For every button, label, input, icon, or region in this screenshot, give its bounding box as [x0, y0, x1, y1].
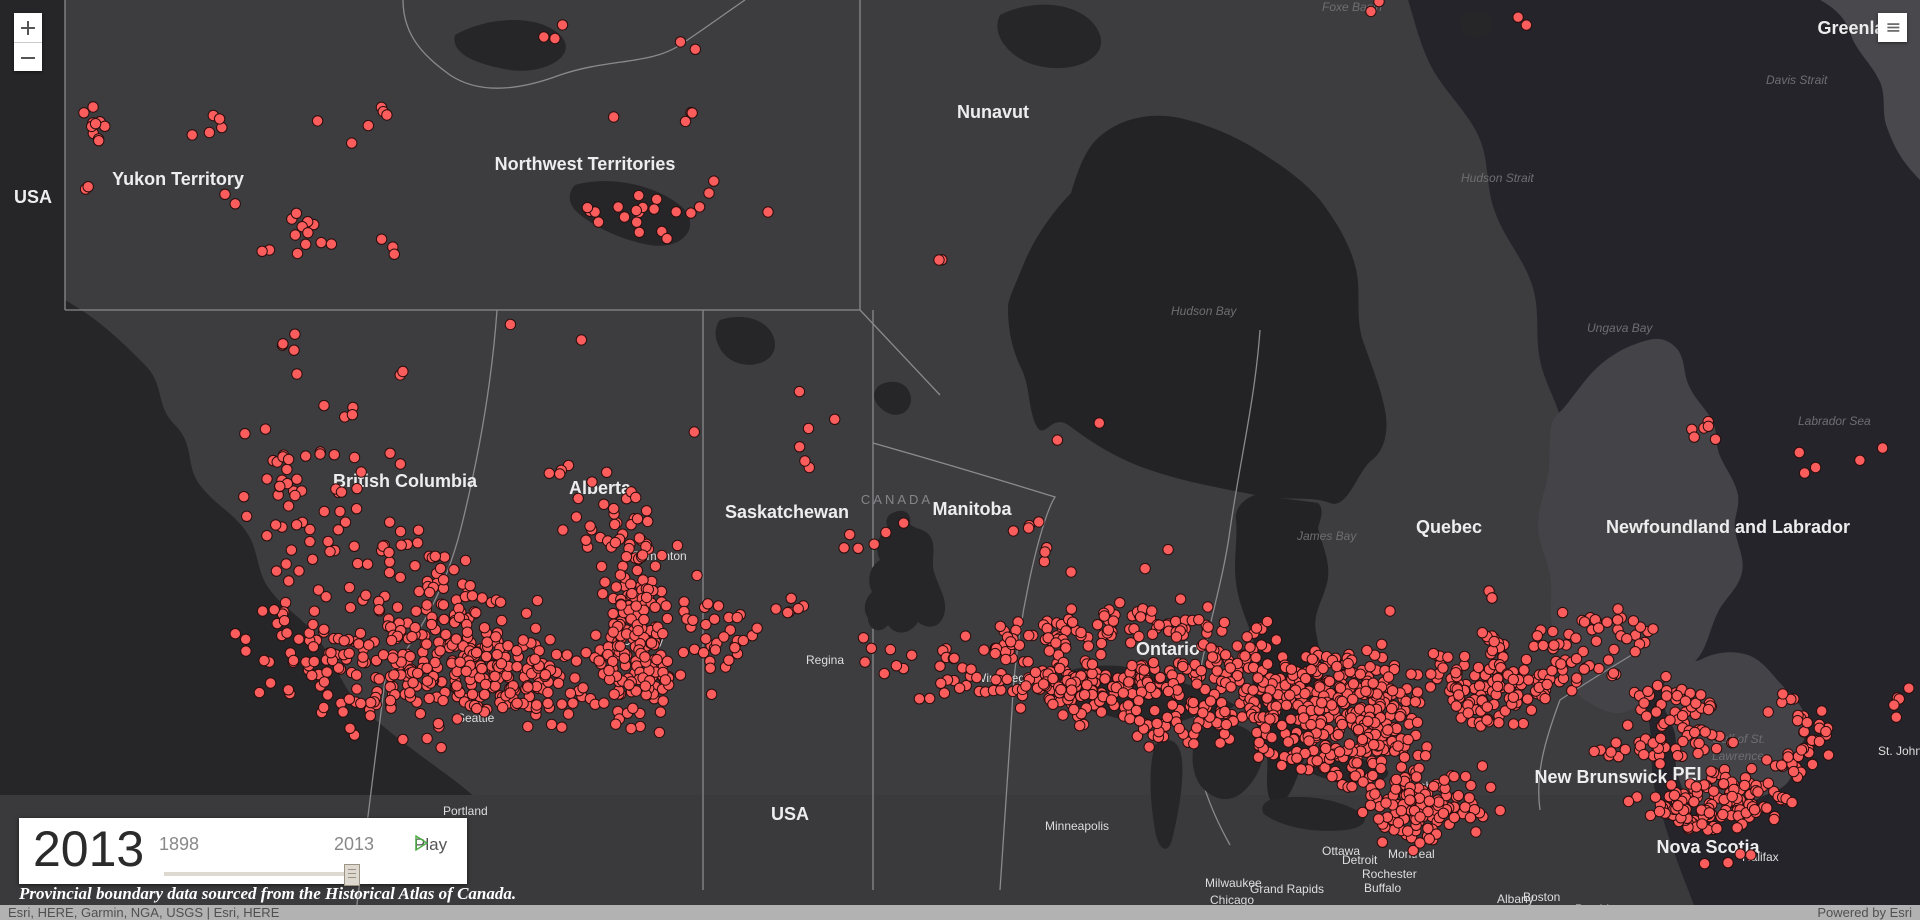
svg-text:Grand Rapids: Grand Rapids [1250, 882, 1324, 896]
svg-text:Ungava Bay: Ungava Bay [1587, 321, 1653, 335]
svg-text:New Brunswick: New Brunswick [1534, 767, 1668, 787]
svg-text:Labrador Sea: Labrador Sea [1798, 414, 1871, 428]
svg-text:Rochester: Rochester [1362, 867, 1417, 881]
svg-text:St. John's: St. John's [1878, 744, 1920, 758]
svg-text:Quebec: Quebec [1416, 517, 1482, 537]
svg-text:Minneapolis: Minneapolis [1045, 819, 1109, 833]
svg-text:Buffalo: Buffalo [1364, 881, 1401, 895]
svg-text:Portland: Portland [443, 804, 488, 818]
svg-text:Yukon Territory: Yukon Territory [112, 169, 244, 189]
svg-text:Boston: Boston [1523, 890, 1560, 904]
svg-text:Manitoba: Manitoba [933, 499, 1013, 519]
svg-text:James Bay: James Bay [1296, 529, 1357, 543]
svg-text:Newfoundland and Labrador: Newfoundland and Labrador [1606, 517, 1850, 537]
svg-text:Hudson Bay: Hudson Bay [1171, 304, 1237, 318]
svg-text:Ontario: Ontario [1136, 639, 1200, 659]
svg-text:Northwest Territories: Northwest Territories [495, 154, 676, 174]
svg-text:USA: USA [771, 804, 809, 824]
svg-text:Regina: Regina [806, 653, 844, 667]
svg-text:Saskatchewan: Saskatchewan [725, 502, 849, 522]
svg-text:USA: USA [14, 187, 52, 207]
svg-text:Nunavut: Nunavut [957, 102, 1029, 122]
svg-text:Hudson Strait: Hudson Strait [1461, 171, 1534, 185]
svg-text:CANADA: CANADA [861, 492, 933, 507]
svg-text:Detroit: Detroit [1342, 853, 1378, 867]
svg-text:Davis Strait: Davis Strait [1766, 73, 1828, 87]
